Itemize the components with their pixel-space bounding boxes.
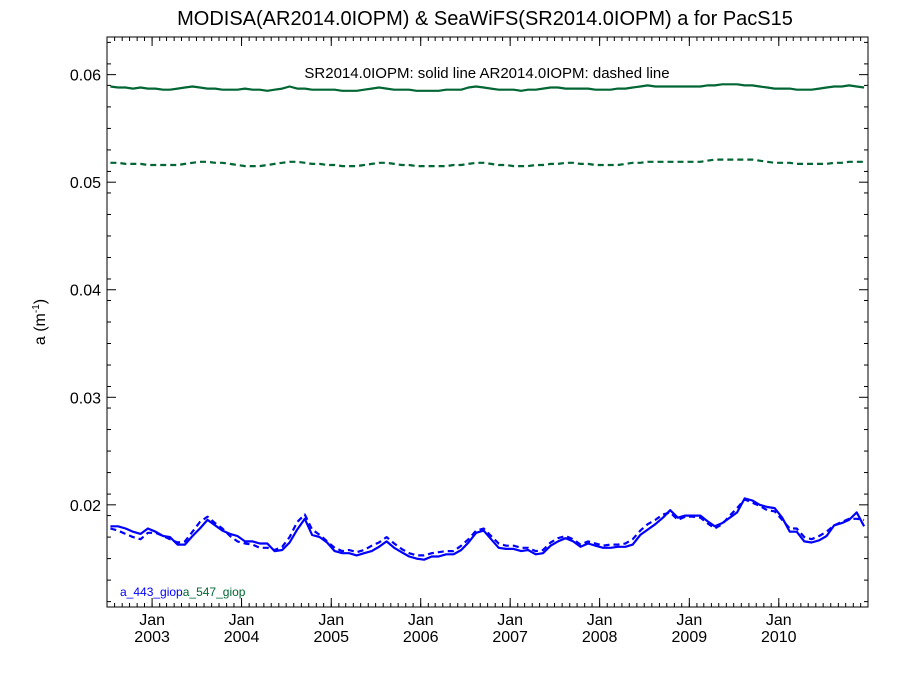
x-tick-month-label: Jan bbox=[676, 612, 702, 629]
x-tick-month-label: Jan bbox=[229, 612, 255, 629]
series-line-a-443-giop-solid bbox=[110, 497, 866, 561]
y-axis-label: a (m-1) bbox=[31, 299, 49, 345]
legend-label-a-547-giop: a_547_giop bbox=[183, 585, 246, 599]
y-axis-label-superscript: -1 bbox=[31, 304, 42, 313]
x-tick-year-label: 2008 bbox=[582, 629, 618, 646]
line-style-note: SR2014.0IOPM: solid line AR2014.0IOPM: d… bbox=[304, 65, 669, 82]
x-tick-year-label: 2005 bbox=[313, 629, 349, 646]
series-line-a-547-giop-solid bbox=[110, 83, 865, 92]
x-tick-month-label: Jan bbox=[408, 612, 434, 629]
legend-label-a-443-giop: a_443_giop bbox=[120, 585, 183, 599]
x-tick-year-label: 2006 bbox=[403, 629, 439, 646]
x-tick-year-label: 2009 bbox=[672, 629, 708, 646]
x-tick-year-label: 2010 bbox=[761, 629, 797, 646]
series-line-a-547-giop-dashed bbox=[110, 158, 865, 168]
legend: a_443_giop a_547_giop bbox=[120, 585, 246, 599]
chart-title: MODISA(AR2014.0IOPM) & SeaWiFS(SR2014.0I… bbox=[177, 8, 793, 30]
series-line-a-443-giop-dashed bbox=[110, 498, 865, 557]
x-tick-year-label: 2007 bbox=[492, 629, 528, 646]
x-tick-month-label: Jan bbox=[318, 612, 344, 629]
y-tick-label: 0.02 bbox=[70, 498, 101, 515]
x-tick-month-label: Jan bbox=[766, 612, 792, 629]
y-tick-label: 0.06 bbox=[70, 68, 101, 85]
x-tick-year-label: 2003 bbox=[134, 629, 170, 646]
x-tick-year-label: 2004 bbox=[224, 629, 260, 646]
y-tick-label: 0.05 bbox=[70, 175, 101, 192]
x-tick-month-label: Jan bbox=[587, 612, 613, 629]
x-axis: Jan2003Jan2004Jan2005Jan2006Jan2007Jan20… bbox=[106, 37, 862, 646]
y-axis: 0.02 0.03 0.04 0.05 0.06 bbox=[70, 41, 868, 603]
y-tick-label: 0.03 bbox=[70, 390, 101, 407]
x-tick-month-label: Jan bbox=[139, 612, 165, 629]
plot-frame bbox=[106, 36, 869, 608]
y-tick-label: 0.04 bbox=[70, 283, 101, 300]
series-layer bbox=[110, 83, 866, 561]
x-tick-month-label: Jan bbox=[497, 612, 523, 629]
